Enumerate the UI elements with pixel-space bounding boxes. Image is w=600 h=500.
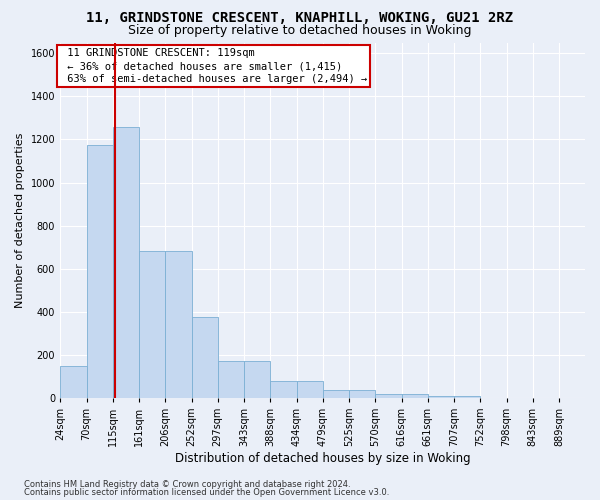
Bar xyxy=(244,362,270,398)
Bar xyxy=(60,366,86,398)
Y-axis label: Number of detached properties: Number of detached properties xyxy=(15,132,25,308)
Text: Contains public sector information licensed under the Open Government Licence v3: Contains public sector information licen… xyxy=(24,488,389,497)
Bar xyxy=(191,317,218,398)
Bar xyxy=(401,394,428,398)
Bar xyxy=(349,390,375,398)
Bar xyxy=(323,390,349,398)
Bar xyxy=(296,380,323,398)
Text: 11, GRINDSTONE CRESCENT, KNAPHILL, WOKING, GU21 2RZ: 11, GRINDSTONE CRESCENT, KNAPHILL, WOKIN… xyxy=(86,11,514,25)
X-axis label: Distribution of detached houses by size in Woking: Distribution of detached houses by size … xyxy=(175,452,470,465)
Bar xyxy=(139,252,165,398)
Bar xyxy=(375,394,401,398)
Text: 11 GRINDSTONE CRESCENT: 119sqm
 ← 36% of detached houses are smaller (1,415)
 63: 11 GRINDSTONE CRESCENT: 119sqm ← 36% of … xyxy=(61,48,367,84)
Bar xyxy=(270,380,296,398)
Bar xyxy=(86,145,113,398)
Bar xyxy=(165,252,191,398)
Text: Size of property relative to detached houses in Woking: Size of property relative to detached ho… xyxy=(128,24,472,37)
Bar xyxy=(454,396,480,398)
Bar xyxy=(113,126,139,398)
Bar xyxy=(218,362,244,398)
Text: Contains HM Land Registry data © Crown copyright and database right 2024.: Contains HM Land Registry data © Crown c… xyxy=(24,480,350,489)
Bar xyxy=(428,396,454,398)
